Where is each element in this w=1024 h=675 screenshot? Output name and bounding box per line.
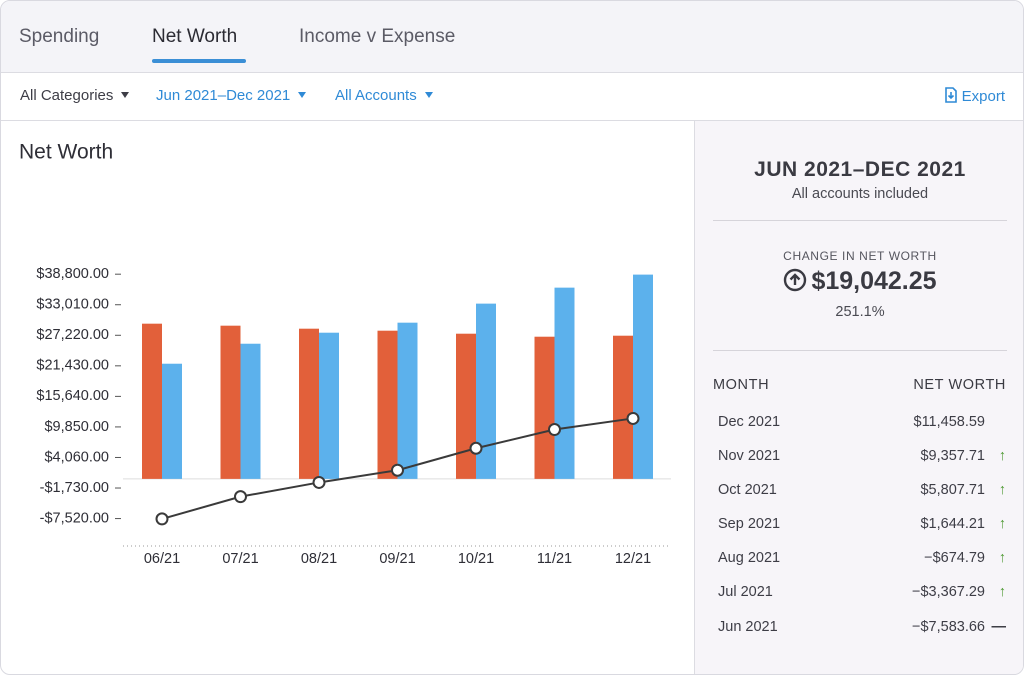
month: Jun 2021	[718, 619, 778, 635]
point	[548, 423, 561, 437]
bar	[240, 343, 261, 479]
table-row: Dec 2021 $11,458.59	[718, 414, 1008, 430]
y-tick-label: $38,800.00	[36, 266, 109, 282]
y-tick-label: $33,010.00	[36, 297, 109, 313]
net-worth: $1,644.21	[920, 516, 985, 532]
x-tick-label: 09/21	[379, 551, 415, 567]
bar	[633, 274, 653, 479]
bar	[162, 363, 182, 479]
bar	[554, 287, 575, 479]
tab-underline	[152, 59, 246, 63]
summary-panel: JUN 2021–DEC 2021 All accounts included …	[694, 121, 1023, 674]
change-percent: 251.1%	[835, 304, 885, 320]
up-arrow-icon: ↑	[998, 550, 1006, 566]
month: Jul 2021	[718, 584, 773, 600]
bar	[220, 325, 241, 479]
x-tick-label: 12/21	[615, 551, 651, 567]
x-tick-label: 11/21	[537, 551, 572, 567]
tab-bar: Spending Net Worth Income v Expense	[1, 1, 1023, 73]
bar	[142, 323, 162, 479]
y-tick-label: $21,430.00	[36, 358, 109, 374]
x-tick-label: 06/21	[144, 551, 180, 567]
net-worth: −$674.79	[924, 550, 985, 566]
export-button[interactable]: Export	[944, 87, 1005, 105]
y-tick-label: -$1,730.00	[40, 480, 109, 496]
column-header: MONTH	[713, 377, 770, 393]
table-row: Jul 2021 −$3,367.29 ↑	[718, 584, 1008, 600]
net-worth: −$7,583.66	[912, 619, 985, 635]
flat-icon: —	[991, 619, 1007, 635]
bar	[534, 336, 555, 479]
up-arrow-icon: ↑	[998, 584, 1006, 600]
net-worth: $9,357.71	[920, 448, 985, 464]
point	[626, 411, 640, 425]
filter-dropdown[interactable]: All Accounts	[335, 87, 433, 104]
up-arrow-icon: ↑	[998, 516, 1006, 532]
point	[391, 463, 404, 477]
point	[234, 490, 247, 504]
tab-active[interactable]: Net Worth	[152, 26, 238, 47]
y-tick-label: $9,850.00	[44, 419, 109, 435]
filter-label: All Categories	[20, 87, 114, 104]
y-tick-label: -$7,520.00	[40, 510, 109, 526]
bar	[613, 335, 633, 479]
table-row: Aug 2021 −$674.79 ↑	[718, 550, 1008, 566]
table-row: Oct 2021 $5,807.71 ↑	[718, 482, 1008, 498]
x-tick-label: 07/21	[222, 551, 258, 567]
bar	[456, 333, 476, 479]
filter-label: All Accounts	[335, 87, 417, 104]
filter-dropdown[interactable]: Jun 2021–Dec 2021	[156, 87, 307, 104]
net-worth: $5,807.71	[920, 482, 985, 498]
month: Sep 2021	[718, 516, 781, 532]
divider	[713, 220, 1007, 221]
chart-title: Net Worth	[19, 141, 113, 164]
chart: Net Worth $38,800.00 $33,010.00 $27,220.00…	[19, 141, 671, 567]
up-circle-icon	[784, 268, 807, 292]
bar	[476, 303, 496, 479]
bar	[319, 332, 339, 479]
divider	[713, 350, 1007, 351]
summary-title: JUN 2021–DEC 2021	[754, 158, 966, 181]
filter-bar: All Categories Jun 2021–Dec 2021 All Acc…	[1, 73, 1023, 121]
summary-subtitle: All accounts included	[791, 186, 929, 202]
column-header: NET WORTH	[913, 377, 1006, 393]
x-tick-label: 08/21	[301, 551, 337, 567]
month: Oct 2021	[718, 482, 777, 498]
net-worth: −$3,367.29	[912, 584, 985, 600]
point	[155, 512, 169, 526]
month: Aug 2021	[718, 550, 781, 566]
y-tick-label: $4,060.00	[44, 449, 109, 465]
table-row: Sep 2021 $1,644.21 ↑	[718, 516, 1008, 532]
change-value-wrap: $19,042.25	[695, 267, 1023, 296]
bar	[397, 322, 418, 479]
table-row: Nov 2021 $9,357.71 ↑	[718, 448, 1008, 464]
change-value: $19,042.25	[811, 267, 937, 295]
y-tick-label: $27,220.00	[36, 327, 109, 343]
export-label: Export	[961, 88, 1005, 105]
tab[interactable]: Spending	[19, 26, 100, 47]
up-arrow-icon: ↑	[998, 448, 1006, 464]
export-icon	[944, 87, 957, 103]
net-worth: $11,458.59	[913, 414, 986, 430]
table-row: Jun 2021 −$7,583.66 —	[718, 619, 1008, 635]
change-label: CHANGE IN NET WORTH	[783, 249, 937, 263]
point	[312, 475, 326, 489]
month: Dec 2021	[718, 414, 781, 430]
point	[469, 441, 483, 455]
filter-dropdown[interactable]: All Categories	[20, 87, 130, 104]
filter-label: Jun 2021–Dec 2021	[156, 87, 291, 104]
tab[interactable]: Income v Expense	[299, 26, 456, 47]
bar	[377, 330, 398, 479]
month: Nov 2021	[718, 448, 781, 464]
x-tick-label: 10/21	[458, 551, 494, 567]
bar	[299, 328, 319, 479]
up-arrow-icon: ↑	[998, 482, 1006, 498]
y-tick-label: $15,640.00	[36, 388, 109, 404]
